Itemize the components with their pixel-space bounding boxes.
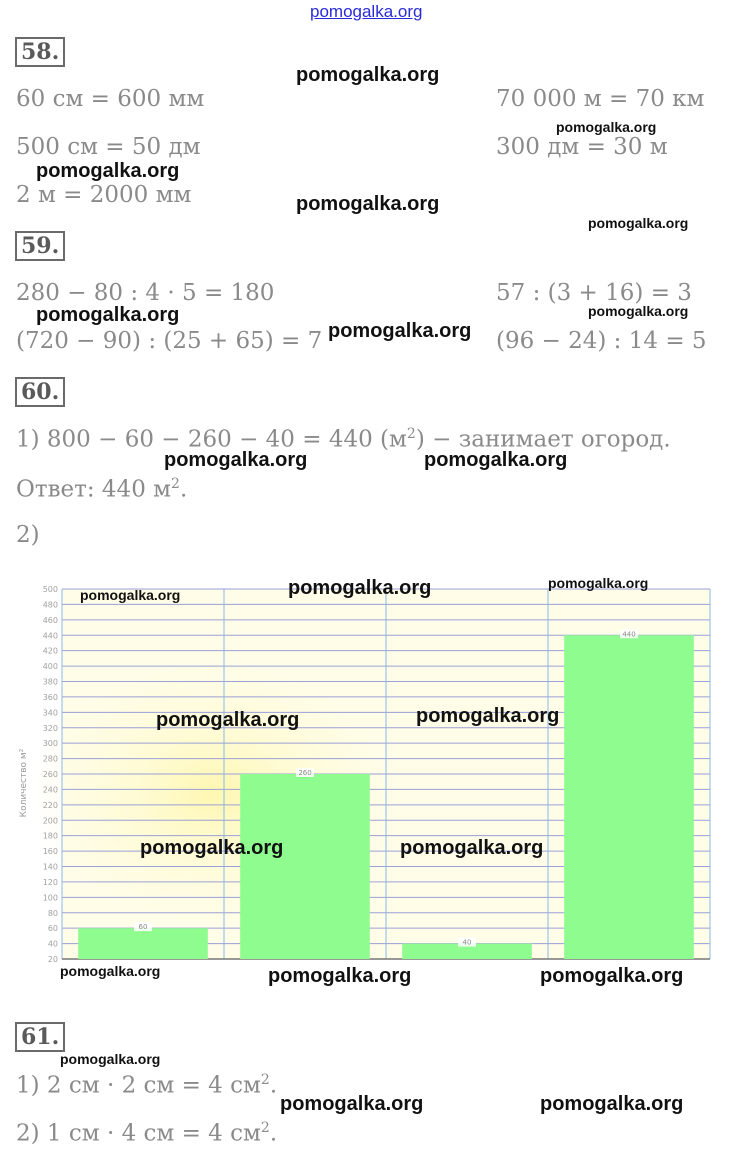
- watermark: pomogalka.org: [548, 575, 649, 591]
- task-60-number: 60.: [15, 377, 66, 407]
- watermark: pomogalka.org: [296, 193, 440, 215]
- task-60-answer-pre: Ответ: 440 м: [16, 476, 172, 503]
- task-61-number: 61.: [15, 1022, 66, 1052]
- chart-data-label: 440: [622, 630, 635, 638]
- chart-y-tick-label: 40: [48, 940, 58, 949]
- task-58-line-5: 2 м = 2000 мм: [16, 182, 192, 208]
- chart-y-tick-label: 160: [43, 847, 58, 856]
- task-61-line-2: 2) 1 см · 4 см = 4 см2.: [16, 1120, 277, 1147]
- task-60-part-2: 2): [16, 522, 40, 548]
- chart-data-label: 260: [298, 769, 311, 777]
- chart-y-tick-label: 400: [43, 662, 58, 671]
- task-61-line-2-post: .: [269, 1120, 278, 1147]
- task-60-answer-sup: 2: [171, 476, 180, 492]
- task-60-line-1-pre: 1) 800 − 60 − 260 − 40 = 440 (м: [16, 426, 407, 453]
- chart-data-label-bg: [296, 768, 314, 777]
- task-59-number: 59.: [15, 231, 66, 261]
- chart-y-tick-label: 260: [43, 770, 58, 779]
- task-60-answer: Ответ: 440 м2.: [16, 476, 187, 503]
- chart-y-tick-label: 320: [43, 724, 58, 733]
- task-60-line-1: 1) 800 − 60 − 260 − 40 = 440 (м2) − зани…: [16, 426, 671, 453]
- task-58-line-3: 500 см = 50 дм: [16, 134, 201, 160]
- chart-y-tick-label: 360: [43, 693, 58, 702]
- chart-bar: [402, 943, 532, 959]
- chart-data-label: 40: [463, 939, 472, 947]
- task-60-answer-post: .: [179, 476, 188, 503]
- watermark: pomogalka.org: [36, 304, 180, 326]
- chart-y-tick-label: 460: [43, 616, 58, 625]
- watermark: pomogalka.org: [416, 705, 560, 727]
- watermark: pomogalka.org: [164, 449, 308, 471]
- chart-y-tick-label: 340: [43, 708, 58, 717]
- task-59-line-3: (720 − 90) : (25 + 65) = 7: [16, 328, 323, 354]
- watermark: pomogalka.org: [80, 587, 181, 603]
- task-59-line-2: 57 : (3 + 16) = 3: [496, 280, 692, 306]
- watermark: pomogalka.org: [556, 119, 657, 135]
- chart-data-label: 60: [139, 923, 148, 931]
- watermark: pomogalka.org: [60, 963, 161, 979]
- chart-y-tick-label: 120: [43, 878, 58, 887]
- task-61-line-1: 1) 2 см · 2 см = 4 см2.: [16, 1072, 277, 1099]
- chart-y-tick-label: 60: [48, 924, 58, 933]
- chart-background-glow: [34, 643, 434, 943]
- task-58-line-1: 60 см = 600 мм: [16, 86, 205, 112]
- chart-y-tick-label: 280: [43, 755, 58, 764]
- task-58-line-4: 300 дм = 30 м: [496, 134, 668, 160]
- chart-bar: [564, 635, 694, 959]
- watermark: pomogalka.org: [140, 837, 284, 859]
- watermark: pomogalka.org: [60, 1051, 161, 1067]
- chart-y-tick-label: 300: [43, 739, 58, 748]
- task-60-line-1-post: ) − занимает огород.: [415, 426, 671, 453]
- watermark: pomogalka.org: [400, 837, 544, 859]
- task-59-line-4: (96 − 24) : 14 = 5: [496, 328, 707, 354]
- watermark: pomogalka.org: [268, 965, 412, 987]
- chart-y-tick-label: 440: [43, 631, 58, 640]
- chart-y-tick-label: 480: [43, 600, 58, 609]
- chart-data-label-bg: [458, 937, 476, 947]
- chart-bar: [78, 928, 208, 959]
- task-61-line-2-pre: 2) 1 см · 4 см = 4 см: [16, 1120, 261, 1147]
- chart-y-tick-label: 20: [48, 955, 58, 964]
- task-61-line-2-sup: 2: [260, 1120, 270, 1136]
- watermark: pomogalka.org: [588, 303, 689, 319]
- watermark: pomogalka.org: [36, 160, 180, 182]
- chart-data-label-bg: [134, 922, 152, 932]
- task-60-line-1-sup: 2: [406, 426, 416, 442]
- watermark: pomogalka.org: [540, 1093, 684, 1115]
- watermark: pomogalka.org: [296, 64, 440, 86]
- chart-y-tick-label: 80: [48, 909, 58, 918]
- watermark: pomogalka.org: [540, 965, 684, 987]
- chart-y-tick-label: 200: [43, 816, 58, 825]
- chart-data-label-bg: [620, 629, 638, 639]
- task-58-number: 58.: [15, 37, 66, 67]
- task-59-line-1: 280 − 80 : 4 · 5 = 180: [16, 280, 275, 306]
- chart-y-tick-label: 420: [43, 647, 58, 656]
- task-61-line-1-pre: 1) 2 см · 2 см = 4 см: [16, 1072, 261, 1099]
- chart-y-tick-label: 140: [43, 863, 58, 872]
- chart-y-tick-label: 180: [43, 832, 58, 841]
- bar-chart: 20 40 60 80 100 120 140 160 180 200 220 240 260 280 30…: [19, 585, 711, 964]
- chart-y-tick-label: 500: [43, 585, 58, 594]
- chart-y-tick-label: 100: [43, 893, 58, 902]
- watermark: pomogalka.org: [588, 215, 689, 231]
- chart-y-tick-label: 240: [43, 785, 58, 794]
- task-58-line-2: 70 000 м = 70 км: [496, 86, 705, 112]
- watermark: pomogalka.org: [328, 320, 472, 342]
- watermark: pomogalka.org: [424, 449, 568, 471]
- chart-y-axis-label: Количество м²: [19, 748, 29, 817]
- watermark: pomogalka.org: [280, 1093, 424, 1115]
- chart-y-tick-label: 380: [43, 678, 58, 687]
- chart-y-tick-label: 220: [43, 801, 58, 810]
- watermark: pomogalka.org: [288, 577, 432, 599]
- chart-bar: [240, 774, 370, 959]
- watermark: pomogalka.org: [156, 709, 300, 731]
- task-61-line-1-sup: 2: [260, 1072, 270, 1088]
- site-header[interactable]: pomogalka.org: [310, 2, 423, 21]
- task-61-line-1-post: .: [269, 1072, 278, 1099]
